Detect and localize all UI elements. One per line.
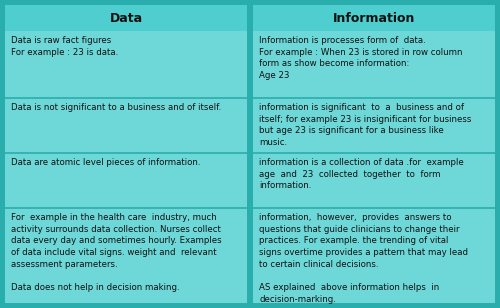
Bar	[5, 31, 247, 303]
Text: Data is not significant to a business and of itself.: Data is not significant to a business an…	[11, 103, 221, 112]
Text: Information is processes form of  data.
For example : When 23 is stored in row c: Information is processes form of data. F…	[259, 36, 462, 80]
Text: information is a collection of data .for  example
age  and  23  collected  toget: information is a collection of data .for…	[259, 158, 464, 190]
Bar	[253, 5, 495, 31]
Text: Data are atomic level pieces of information.: Data are atomic level pieces of informat…	[11, 158, 200, 167]
Bar	[253, 31, 495, 303]
Text: Information: Information	[333, 11, 415, 25]
Text: information is significant  to  a  business and of
itself; for example 23 is ins: information is significant to a business…	[259, 103, 472, 147]
Text: For  example in the health care  industry, much
activity surrounds data collecti: For example in the health care industry,…	[11, 213, 222, 292]
Text: Data: Data	[110, 11, 142, 25]
Text: Data is raw fact figures
For example : 23 is data.: Data is raw fact figures For example : 2…	[11, 36, 118, 57]
Bar	[5, 5, 247, 31]
Text: information,  however,  provides  answers to
questions that guide clinicians to : information, however, provides answers t…	[259, 213, 468, 304]
